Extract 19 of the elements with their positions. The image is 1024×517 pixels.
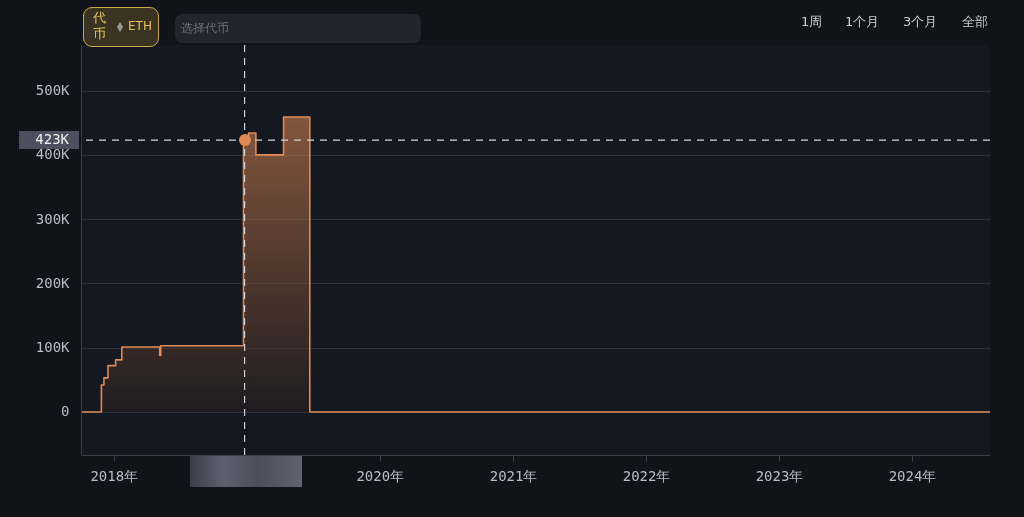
text: 1个月 — [845, 13, 880, 31]
x-tick-label: 2022年 — [622, 467, 671, 484]
x-tick-label: 2023年 — [755, 467, 804, 484]
y-tick-label: 300K — [35, 210, 71, 227]
search-field: 选择代币 — [175, 14, 421, 43]
token-button: 代币 ETH — [83, 7, 159, 47]
text: 1周 — [801, 13, 823, 31]
y-tick-label: 0 — [61, 403, 70, 420]
y-tick-label: 400K — [35, 146, 71, 163]
text: 3个月 — [903, 13, 938, 31]
ref-line-label: 423K — [35, 131, 70, 148]
x-tick-label: 2020年 — [356, 467, 405, 484]
text: 全部 — [962, 13, 988, 31]
x-tick-label: 2024年 — [888, 467, 937, 484]
x-tick-label: 2021年 — [489, 467, 538, 484]
y-tick-label: 200K — [35, 274, 71, 291]
y-tick-label: 500K — [35, 82, 71, 99]
y-tick-label: 100K — [35, 339, 71, 356]
x-tick-label: 2018年 — [90, 467, 139, 484]
